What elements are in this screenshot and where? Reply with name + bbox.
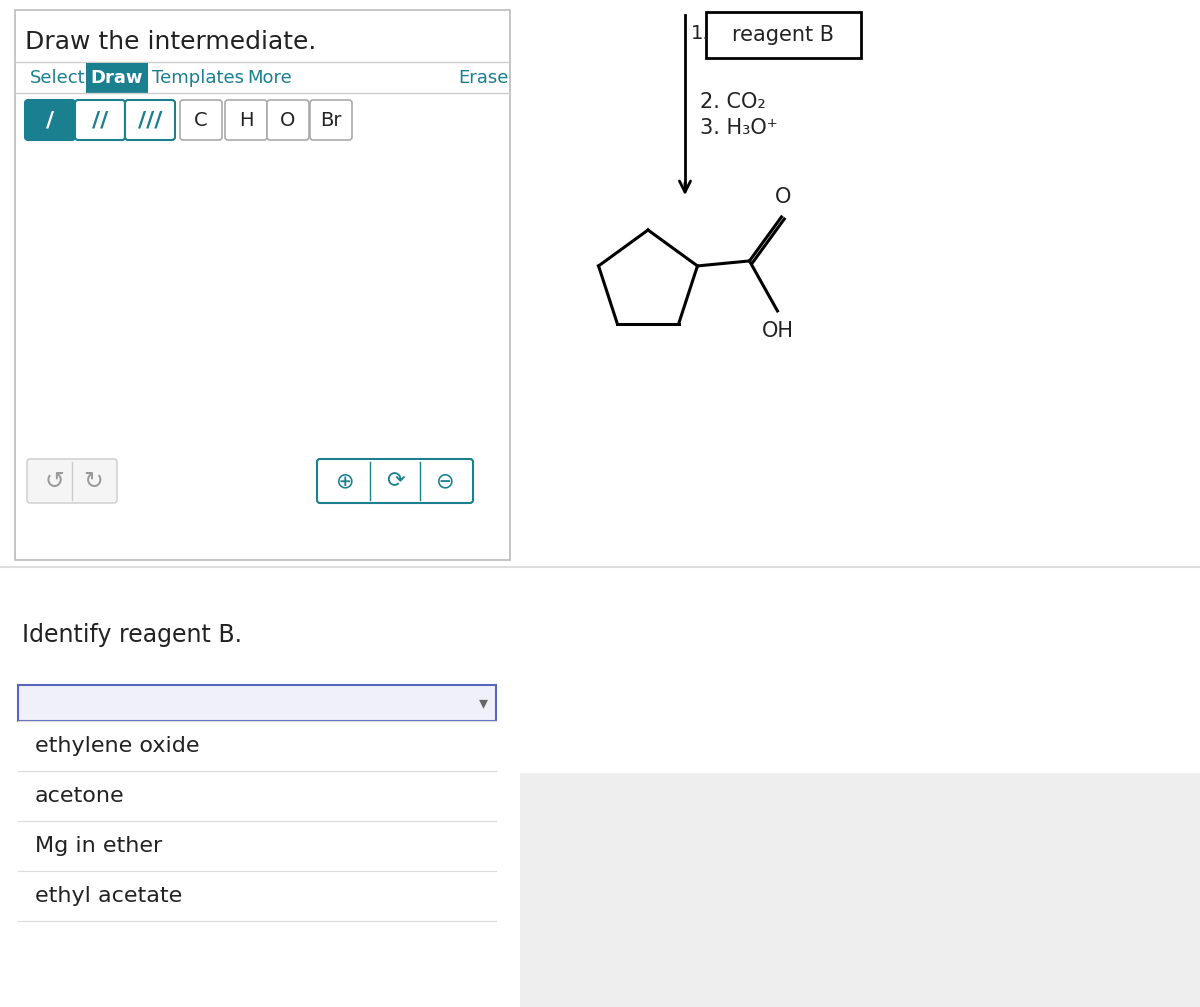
Text: /: / bbox=[46, 110, 54, 130]
Text: 1.: 1. bbox=[691, 24, 709, 43]
Text: Draw: Draw bbox=[91, 69, 143, 87]
Text: ethylene oxide: ethylene oxide bbox=[35, 736, 199, 756]
Text: ⊕: ⊕ bbox=[336, 471, 354, 491]
Text: 2. CO₂: 2. CO₂ bbox=[700, 92, 766, 112]
FancyBboxPatch shape bbox=[14, 10, 510, 560]
Text: O: O bbox=[775, 187, 792, 206]
Bar bbox=[18, 771, 496, 821]
FancyBboxPatch shape bbox=[226, 100, 266, 140]
Bar bbox=[18, 821, 496, 871]
FancyBboxPatch shape bbox=[180, 100, 222, 140]
Text: acetone: acetone bbox=[35, 786, 125, 806]
Text: ethyl acetate: ethyl acetate bbox=[35, 886, 182, 906]
Text: ↺: ↺ bbox=[44, 469, 64, 493]
Bar bbox=[520, 773, 1200, 1007]
Text: C: C bbox=[194, 111, 208, 130]
Text: O: O bbox=[281, 111, 295, 130]
Text: 3. H₃O⁺: 3. H₃O⁺ bbox=[700, 118, 778, 138]
Text: Identify reagent B.: Identify reagent B. bbox=[22, 623, 242, 648]
FancyBboxPatch shape bbox=[18, 685, 496, 721]
FancyBboxPatch shape bbox=[74, 100, 125, 140]
Text: Templates: Templates bbox=[152, 69, 244, 87]
FancyBboxPatch shape bbox=[86, 63, 148, 93]
FancyBboxPatch shape bbox=[28, 459, 118, 504]
Bar bbox=[18, 721, 496, 771]
Text: Draw the intermediate.: Draw the intermediate. bbox=[25, 30, 317, 54]
Text: Mg in ether: Mg in ether bbox=[35, 836, 162, 856]
FancyBboxPatch shape bbox=[706, 12, 862, 58]
Text: //: // bbox=[92, 110, 108, 130]
Text: ⟳: ⟳ bbox=[385, 471, 404, 491]
Text: ▾: ▾ bbox=[479, 694, 488, 712]
Text: Erase: Erase bbox=[458, 69, 509, 87]
FancyBboxPatch shape bbox=[310, 100, 352, 140]
Text: H: H bbox=[239, 111, 253, 130]
FancyBboxPatch shape bbox=[125, 100, 175, 140]
Text: ///: /// bbox=[138, 110, 162, 130]
Text: ⊖: ⊖ bbox=[436, 471, 455, 491]
FancyBboxPatch shape bbox=[266, 100, 310, 140]
Bar bbox=[18, 871, 496, 921]
FancyBboxPatch shape bbox=[25, 100, 74, 140]
Text: More: More bbox=[247, 69, 292, 87]
Text: OH: OH bbox=[762, 321, 793, 341]
FancyBboxPatch shape bbox=[317, 459, 473, 504]
Text: Br: Br bbox=[320, 111, 342, 130]
Text: reagent B: reagent B bbox=[732, 25, 834, 45]
Text: Select: Select bbox=[30, 69, 85, 87]
Text: ↻: ↻ bbox=[83, 469, 103, 493]
